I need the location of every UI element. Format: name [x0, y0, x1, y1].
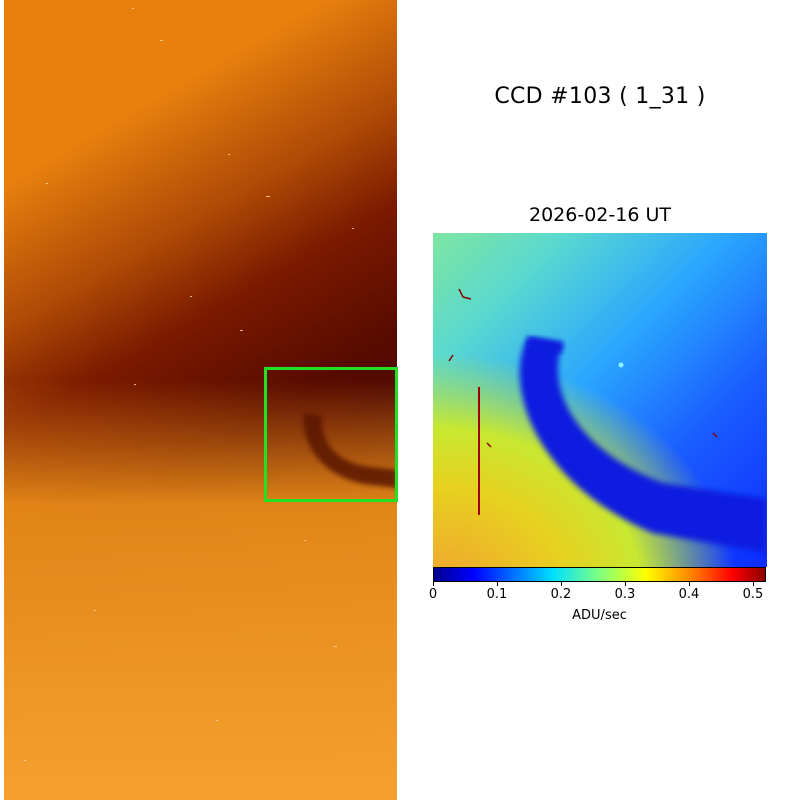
- colorbar-tick: [753, 582, 754, 586]
- zoom-arc-shadow: [448, 288, 767, 553]
- colorbar: [433, 567, 766, 582]
- colorbar-tick: [625, 582, 626, 586]
- date-label: 2026-02-16 UT: [529, 204, 671, 226]
- colorbar-label: ADU/sec: [572, 608, 627, 623]
- colorbar-tick-label: 0.1: [486, 587, 508, 602]
- ccd-arc-shadow: [24, 8, 397, 761]
- ccd-full-frame-image: [4, 0, 397, 800]
- zoom-region-outline: [264, 367, 398, 502]
- colorbar-tick: [433, 582, 434, 586]
- colorbar-tick: [689, 582, 690, 586]
- colorbar-tick-label: 0.4: [678, 587, 700, 602]
- colorbar-tick-label: 0.5: [742, 587, 764, 602]
- colorbar-tick: [561, 582, 562, 586]
- colorbar-tick-label: 0.3: [614, 587, 636, 602]
- colorbar-tick: [497, 582, 498, 586]
- ccd-title: CCD #103 ( 1_31 ): [494, 84, 706, 109]
- colorbar-tick-label: 0: [428, 587, 438, 602]
- zoomed-ccd-image: [433, 233, 767, 567]
- colorbar-tick-label: 0.2: [550, 587, 572, 602]
